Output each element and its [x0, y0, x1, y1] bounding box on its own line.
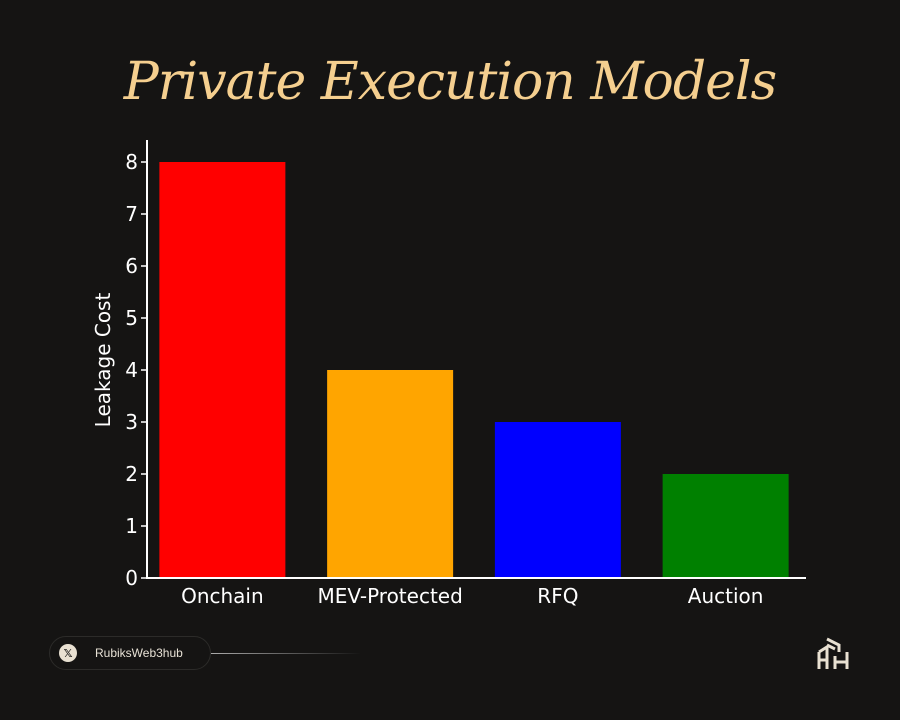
- handle-text: RubiksWeb3hub: [95, 646, 183, 660]
- bar-auction: [662, 474, 789, 578]
- y-tick-label: 6: [125, 254, 138, 278]
- x-tick-label: RFQ: [537, 584, 578, 608]
- bar-rfq: [494, 422, 621, 578]
- rubiksweb3hub-logo: [817, 637, 849, 669]
- y-tick-label: 7: [125, 202, 138, 226]
- bar-mev-protected: [327, 370, 454, 578]
- chart-title: Private Execution Models: [123, 52, 778, 112]
- y-tick-label: 2: [125, 462, 138, 486]
- x-tick-label: Onchain: [181, 584, 264, 608]
- bar-onchain: [159, 162, 286, 578]
- y-tick-label: 4: [125, 358, 138, 382]
- y-tick-label: 1: [125, 514, 138, 538]
- x-tick-label: MEV-Protected: [317, 584, 462, 608]
- y-tick-label: 0: [125, 566, 138, 590]
- x-icon: 𝕏: [59, 644, 77, 662]
- social-handle-badge[interactable]: 𝕏 RubiksWeb3hub: [49, 636, 211, 670]
- y-tick-label: 5: [125, 306, 138, 330]
- y-tick-label: 3: [125, 410, 138, 434]
- y-tick-label: 8: [125, 150, 138, 174]
- divider-line: [211, 653, 361, 654]
- x-tick-label: Auction: [688, 584, 764, 608]
- y-axis-label: Leakage Cost: [91, 293, 115, 428]
